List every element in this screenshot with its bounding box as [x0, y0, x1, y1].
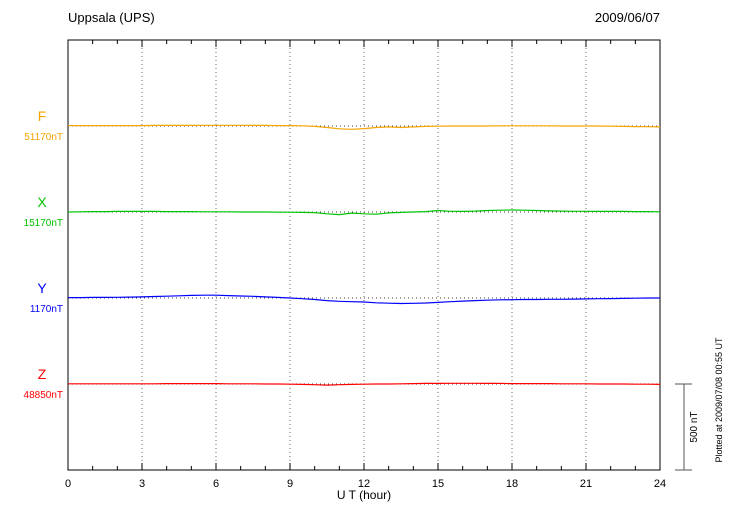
trace-F	[68, 124, 661, 130]
series-baseline-Z: 48850nT	[24, 390, 63, 401]
trace-X	[67, 209, 661, 216]
x-tick-label: 18	[506, 478, 518, 490]
scale-bar-label: 500 nT	[689, 411, 700, 442]
series-baseline-Y: 1170nT	[30, 304, 63, 315]
trace-Z	[68, 382, 661, 386]
x-axis-title: U T (hour)	[337, 488, 391, 502]
station-title: Uppsala (UPS)	[68, 10, 155, 25]
trace-Y	[68, 294, 660, 305]
x-tick-label: 9	[287, 478, 293, 490]
series-baseline-X: 15170nT	[24, 218, 63, 229]
x-tick-label: 3	[139, 478, 145, 490]
series-letter-Z: Z	[38, 366, 47, 382]
x-tick-label: 21	[580, 478, 592, 490]
x-tick-label: 6	[213, 478, 219, 490]
series-letter-Y: Y	[37, 280, 47, 296]
x-tick-label: 15	[432, 478, 444, 490]
series-letter-X: X	[37, 194, 47, 210]
series-letter-F: F	[38, 108, 47, 124]
x-tick-label: 24	[654, 478, 666, 490]
x-tick-label: 0	[65, 478, 71, 490]
plotted-at-note: Plotted at 2009/07/08 00:55 UT	[714, 337, 724, 463]
plot-frame	[67, 39, 661, 471]
plot-area: 0 3 6 9 12 15 18 21 24 F 51170nT X 15170nT Y 1170nT Z 48…	[24, 39, 692, 490]
date-label: 2009/06/07	[595, 10, 660, 25]
series-baseline-F: 51170nT	[24, 132, 63, 143]
x-tick-label: 12	[358, 478, 370, 490]
